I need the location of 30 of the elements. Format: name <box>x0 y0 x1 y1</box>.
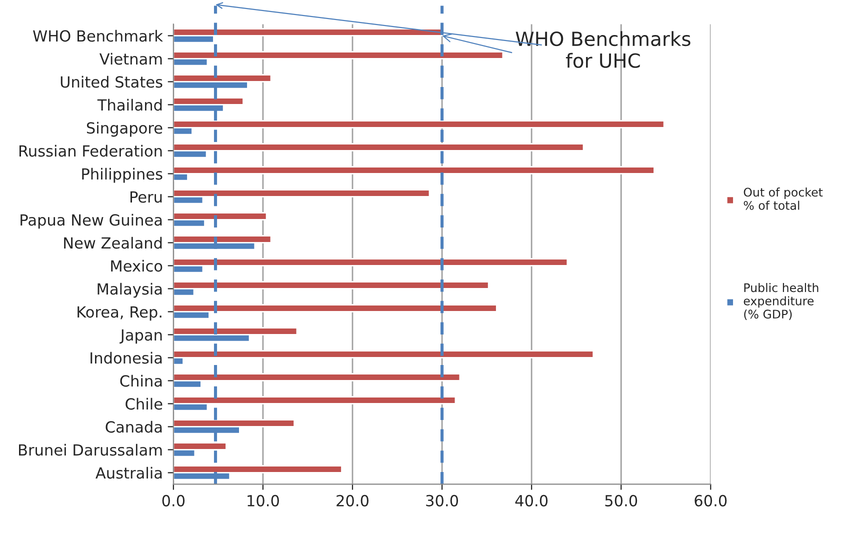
y-tick-label: Papua New Guinea <box>20 214 162 229</box>
x-tick-label: 40.0 <box>515 494 548 506</box>
y-tick-label: Brunei Darussalam <box>19 444 162 456</box>
x-tick-label: 30.0 <box>426 494 458 506</box>
x-tick-label: 60.0 <box>694 494 727 506</box>
legend-label: Out of pocket % of total <box>744 188 823 210</box>
y-tick-label: Canada <box>106 420 162 433</box>
y-tick-label: Thailand <box>97 98 162 111</box>
x-tick-label: 50.0 <box>605 494 638 506</box>
y-tick-label: Vietnam <box>99 52 162 65</box>
legend-label: Public health expenditure (% GDP) <box>744 283 818 320</box>
y-tick-label: United States <box>60 76 162 88</box>
y-tick-label: Peru <box>130 191 162 203</box>
annotation: WHO Benchmarks for UHC <box>516 31 690 68</box>
y-tick-label: Russian Federation <box>19 144 162 157</box>
y-tick-label: Indonesia <box>90 352 162 364</box>
x-tick-label: 10.0 <box>248 494 279 506</box>
x-tick-label: 20.0 <box>336 494 368 506</box>
y-tick-label: Australia <box>96 466 162 479</box>
y-tick-label: Philippines <box>82 168 162 183</box>
y-tick-label: New Zealand <box>64 236 162 249</box>
y-tick-label: Singapore <box>86 122 162 137</box>
y-tick-label: Mexico <box>111 260 162 272</box>
y-tick-label: Chile <box>126 398 162 410</box>
y-tick-label: Malaysia <box>98 282 162 298</box>
y-tick-label: WHO Benchmark <box>33 30 163 42</box>
y-tick-label: Japan <box>120 329 162 344</box>
y-tick-label: China <box>120 374 162 387</box>
x-tick-label: 0.0 <box>162 494 185 506</box>
y-tick-label: Korea, Rep. <box>78 306 162 321</box>
